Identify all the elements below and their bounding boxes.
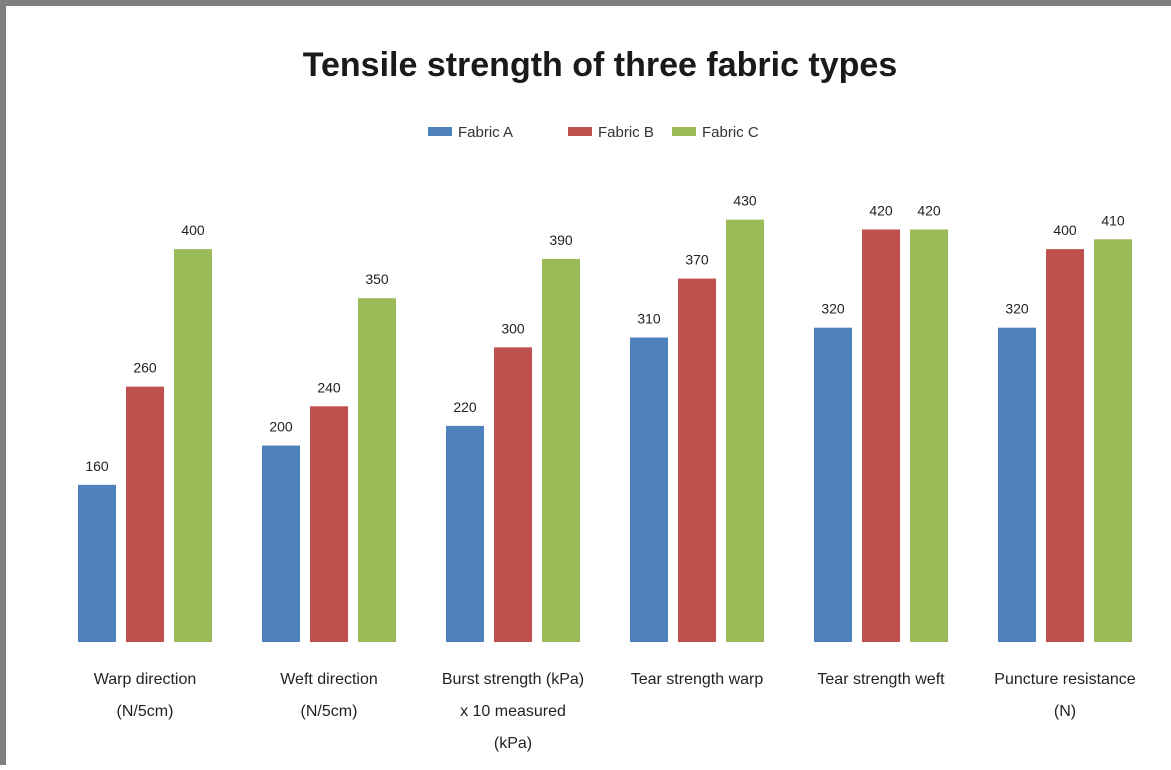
bar-1-2 [262, 445, 300, 642]
data-label-3-3: 390 [549, 232, 573, 248]
data-label-2-4: 370 [685, 252, 709, 268]
bar-2-6 [1046, 249, 1084, 642]
x-axis-labels: Warp direction (N/5cm) Weft direction (N/5c… [94, 671, 1136, 752]
data-label-2-2: 240 [317, 379, 341, 395]
bar-3-1 [174, 249, 212, 642]
data-label-3-1: 400 [181, 222, 205, 238]
category-label-2-line-1: Weft direction [280, 671, 378, 688]
bar-2-1 [126, 386, 164, 642]
bar-2-2 [310, 406, 348, 642]
bar-1-6 [998, 327, 1036, 642]
plot-area: 160 260 400 200 240 350 220 300 390 310 370 430 320 4… [78, 193, 1132, 643]
data-label-1-2: 200 [269, 419, 293, 435]
category-label-1-line-1: Warp direction [94, 671, 197, 688]
chart-legend: Fabric A Fabric B Fabric C [428, 124, 759, 141]
bar-3-3 [542, 258, 580, 642]
bar-3-4 [726, 219, 764, 642]
category-label-6-line-2: (N) [1054, 703, 1076, 720]
legend-label-3: Fabric C [702, 124, 759, 141]
frame-border-top [0, 0, 1171, 6]
category-label-3-line-1: Burst strength (kPa) [442, 671, 584, 688]
chart-title: Tensile strength of three fabric types [303, 46, 898, 84]
data-label-1-5: 320 [821, 301, 845, 317]
data-label-3-6: 410 [1101, 212, 1125, 228]
data-label-1-6: 320 [1005, 301, 1029, 317]
bar-3-2 [358, 298, 396, 642]
bar-1-4 [630, 337, 668, 642]
data-label-1-1: 160 [85, 458, 109, 474]
data-label-2-1: 260 [133, 360, 157, 376]
category-label-4-line-1: Tear strength warp [631, 671, 764, 688]
bar-2-4 [678, 278, 716, 642]
bar-1-1 [78, 484, 116, 642]
bar-1-5 [814, 327, 852, 642]
data-label-2-5: 420 [869, 202, 893, 218]
data-label-3-2: 350 [365, 271, 389, 287]
frame-border-left [0, 0, 6, 765]
bar-2-5 [862, 229, 900, 642]
category-label-6-line-1: Puncture resistance [994, 671, 1136, 688]
bar-1-3 [446, 425, 484, 642]
category-label-1-line-2: (N/5cm) [117, 703, 174, 720]
legend-swatch-1 [428, 127, 452, 136]
data-label-2-3: 300 [501, 320, 525, 336]
category-label-3-line-2: x 10 measured [460, 703, 566, 720]
data-label-3-5: 420 [917, 202, 941, 218]
legend-label-1: Fabric A [458, 124, 513, 141]
data-label-1-3: 220 [453, 399, 477, 415]
data-label-3-4: 430 [733, 193, 757, 209]
legend-swatch-2 [568, 127, 592, 136]
bar-3-5 [910, 229, 948, 642]
category-label-3-line-3: (kPa) [494, 735, 532, 752]
legend-swatch-3 [672, 127, 696, 136]
data-label-1-4: 310 [637, 311, 661, 327]
category-label-5-line-1: Tear strength weft [817, 671, 945, 688]
bar-3-6 [1094, 239, 1132, 643]
bar-2-3 [494, 347, 532, 642]
category-label-2-line-2: (N/5cm) [301, 703, 358, 720]
legend-label-2: Fabric B [598, 124, 654, 141]
data-label-2-6: 400 [1053, 222, 1077, 238]
